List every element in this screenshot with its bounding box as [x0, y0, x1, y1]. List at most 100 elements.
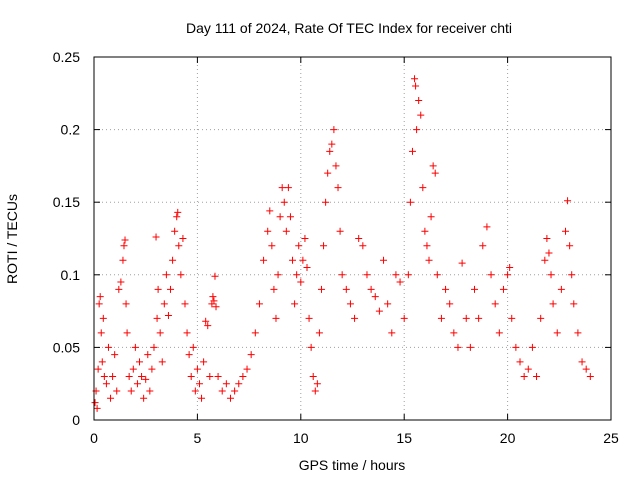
- data-point: [495, 329, 503, 337]
- data-point: [471, 285, 479, 293]
- data-point: [475, 314, 483, 322]
- data-point: [247, 351, 255, 359]
- x-tick-labels: 0 5 10 15 20 25: [90, 430, 619, 446]
- data-point: [93, 404, 101, 412]
- axis-ticks: [93, 56, 612, 421]
- data-point: [334, 184, 342, 192]
- data-point: [520, 372, 528, 380]
- data-point: [154, 285, 162, 293]
- data-point: [140, 394, 148, 402]
- data-point: [146, 387, 154, 395]
- data-point: [152, 233, 160, 241]
- data-point: [533, 372, 541, 380]
- data-point: [415, 97, 423, 105]
- data-point: [324, 169, 332, 177]
- data-point: [183, 329, 191, 337]
- data-point: [508, 314, 516, 322]
- data-point: [175, 242, 183, 250]
- data-point: [295, 242, 303, 250]
- grid-lines: [94, 57, 611, 420]
- data-point: [419, 184, 427, 192]
- data-point: [578, 358, 586, 366]
- data-point: [413, 126, 421, 134]
- y-tick-label: 0.05: [53, 339, 80, 355]
- data-point: [189, 343, 197, 351]
- data-point: [127, 387, 135, 395]
- data-point: [185, 351, 193, 359]
- data-point: [342, 285, 350, 293]
- data-point: [96, 293, 104, 301]
- data-point: [427, 213, 435, 221]
- data-point: [363, 271, 371, 279]
- data-point: [307, 343, 315, 351]
- data-point: [174, 208, 182, 216]
- data-point: [309, 372, 317, 380]
- data-point: [94, 365, 102, 373]
- data-point: [179, 235, 187, 242]
- data-point: [156, 329, 164, 337]
- data-point: [206, 372, 214, 380]
- data-point: [570, 300, 578, 308]
- data-point: [322, 198, 330, 206]
- data-point: [431, 169, 439, 177]
- data-point: [289, 256, 297, 264]
- data-point: [109, 372, 117, 380]
- x-tick-label: 10: [293, 430, 309, 446]
- data-point: [133, 380, 141, 388]
- data-point: [355, 235, 363, 242]
- data-point: [218, 387, 226, 395]
- x-tick-label: 25: [603, 430, 619, 446]
- data-point: [95, 300, 103, 308]
- data-point: [367, 285, 375, 293]
- y-tick-label: 0.25: [53, 49, 80, 65]
- data-point: [582, 365, 590, 373]
- data-point: [153, 314, 161, 322]
- data-point: [214, 372, 222, 380]
- data-point: [195, 380, 203, 388]
- data-point: [545, 249, 553, 257]
- data-point: [506, 264, 514, 272]
- data-point: [131, 343, 139, 351]
- data-point: [200, 358, 208, 366]
- data-point: [388, 329, 396, 337]
- data-point: [231, 387, 239, 395]
- data-point: [429, 162, 437, 170]
- data-point: [177, 271, 185, 279]
- data-point: [320, 242, 328, 250]
- data-point: [121, 236, 129, 244]
- x-tick-label: 15: [396, 430, 412, 446]
- data-point: [117, 278, 125, 286]
- data-point: [330, 126, 338, 134]
- data-point: [286, 213, 294, 221]
- data-point: [122, 300, 130, 308]
- data-point: [375, 307, 383, 315]
- data-point: [313, 380, 321, 388]
- data-point: [210, 297, 218, 305]
- data-point: [446, 300, 454, 308]
- y-tick-labels: 0 0.05 0.1 0.15 0.2 0.25: [53, 49, 80, 428]
- data-point: [291, 300, 299, 308]
- data-point: [239, 372, 247, 380]
- data-point: [586, 372, 594, 380]
- data-point: [338, 271, 346, 279]
- data-point: [404, 271, 412, 279]
- data-point: [400, 314, 408, 322]
- x-axis-label: GPS time / hours: [299, 457, 406, 473]
- data-point: [270, 285, 278, 293]
- data-point: [104, 343, 112, 351]
- data-point: [293, 271, 301, 279]
- data-point: [144, 351, 152, 359]
- data-point: [311, 387, 319, 395]
- data-point: [266, 207, 274, 215]
- data-point: [91, 399, 99, 407]
- data-point: [181, 300, 189, 308]
- data-point: [264, 227, 272, 235]
- data-point: [138, 372, 146, 380]
- data-point: [450, 329, 458, 337]
- data-point: [462, 314, 470, 322]
- data-point: [193, 365, 201, 373]
- data-point: [282, 227, 290, 235]
- data-point: [417, 111, 425, 119]
- y-axis-label: ROTI / TECUs: [4, 194, 20, 284]
- data-point: [115, 285, 123, 293]
